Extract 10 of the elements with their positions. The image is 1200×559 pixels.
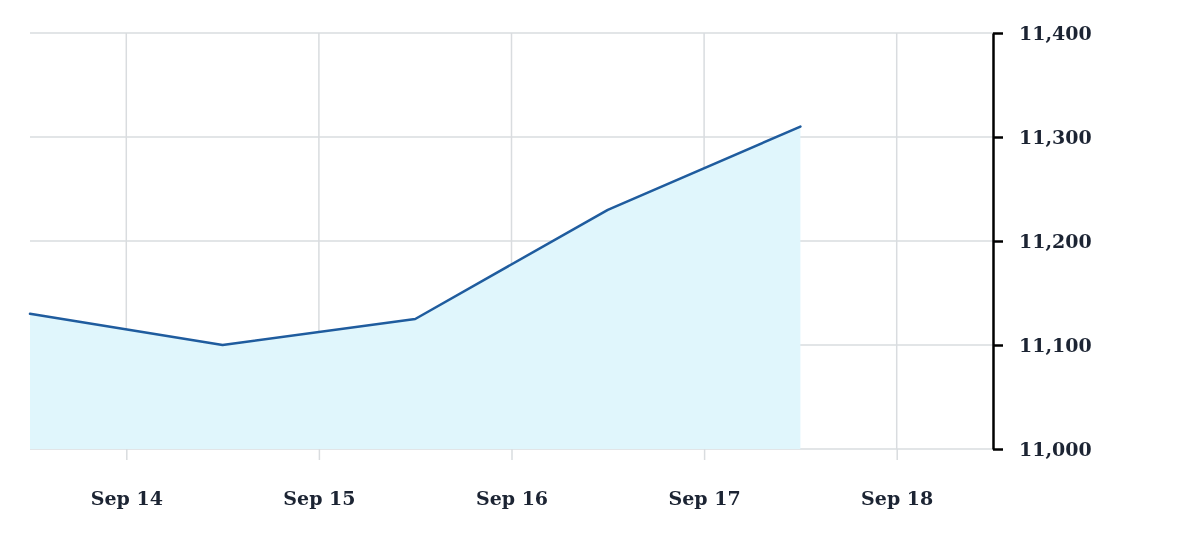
x-tick-label: Sep 16 [475, 487, 549, 510]
y-tick-label: 11,000 [1019, 437, 1092, 460]
y-tick-label: 11,400 [1019, 21, 1092, 44]
y-tick-label: 11,300 [1019, 125, 1092, 148]
x-tick-label: Sep 14 [90, 487, 163, 510]
x-tick-label: Sep 18 [861, 487, 934, 510]
x-tick-label: Sep 17 [668, 487, 741, 510]
x-tick-label: Sep 15 [283, 487, 356, 510]
y-tick-label: 11,100 [1019, 333, 1092, 356]
y-tick-label: 11,200 [1019, 229, 1092, 252]
